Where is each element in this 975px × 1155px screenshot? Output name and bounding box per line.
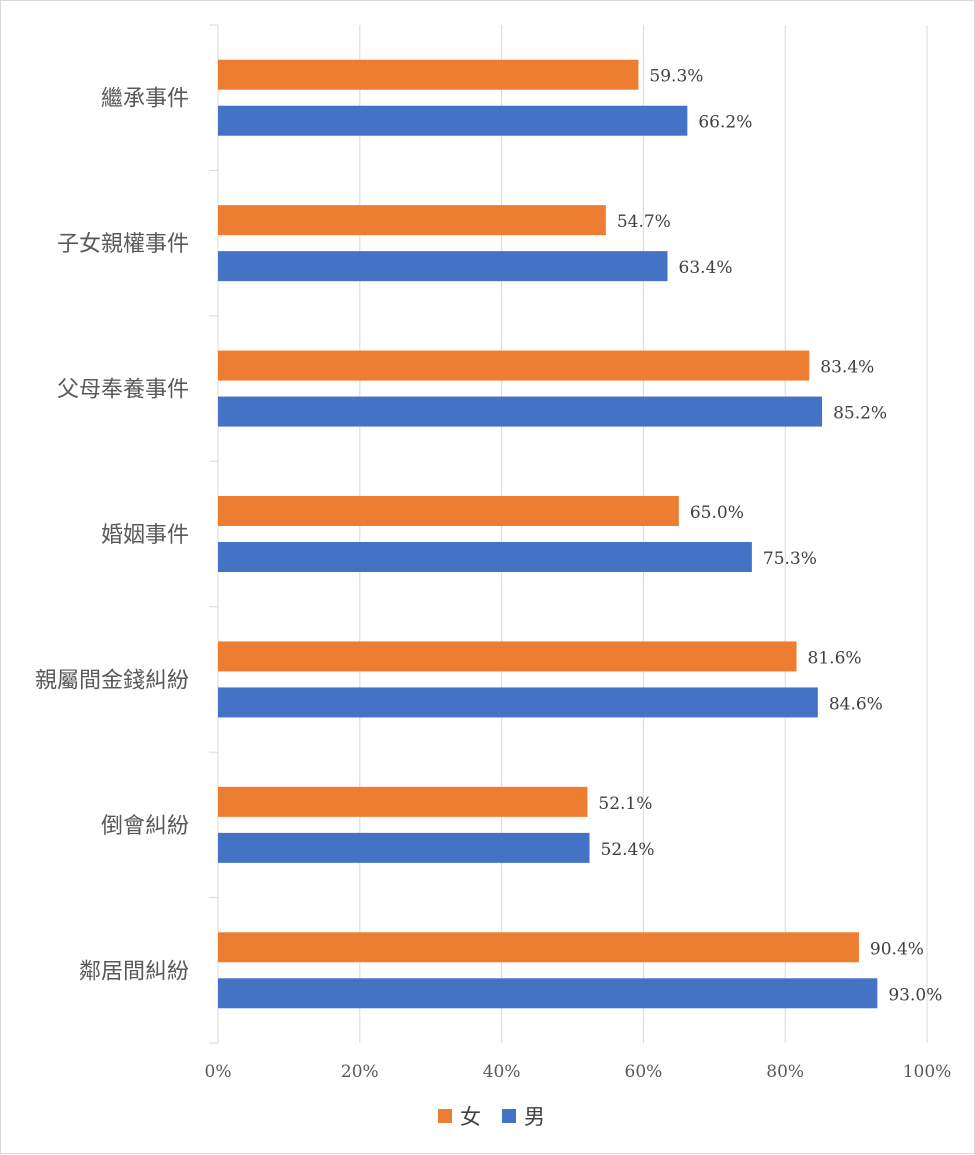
x-tick-label: 80% [766, 1062, 804, 1082]
category-label: 子女親權事件 [57, 232, 189, 257]
data-label: 54.7% [617, 212, 671, 232]
data-label: 66.2% [698, 113, 752, 133]
data-label: 83.4% [820, 358, 874, 378]
bar-female [218, 932, 859, 963]
legend-label: 女 [460, 1105, 481, 1129]
bar-male [218, 251, 668, 282]
legend: 女男 [438, 1105, 545, 1129]
category-label: 繼承事件 [101, 87, 189, 112]
data-label: 52.4% [601, 840, 655, 860]
bar-male [218, 105, 688, 136]
x-tick-label: 0% [205, 1062, 232, 1082]
legend-swatch [502, 1109, 516, 1123]
category-label: 父母奉養事件 [57, 378, 189, 403]
legend-label: 男 [524, 1105, 545, 1129]
category-label: 親屬間金錢糾紛 [35, 668, 189, 693]
data-label: 59.3% [649, 67, 703, 87]
gridlines [359, 25, 928, 1043]
category-label: 鄰居間糾紛 [79, 959, 189, 984]
data-label: 84.6% [829, 694, 883, 714]
bar-female [218, 59, 639, 90]
category-label: 婚姻事件 [101, 523, 189, 548]
bar-female [218, 786, 588, 817]
bar-male [218, 978, 878, 1009]
data-labels: 59.3% 66.2% 54.7% 63.4% 83.4% 85.2% 65.0% 75.3%… [598, 67, 942, 1006]
bar-female [218, 205, 606, 236]
data-label: 81.6% [808, 648, 862, 668]
data-label: 93.0% [888, 985, 942, 1005]
data-label: 75.3% [763, 549, 817, 569]
bar-female [218, 496, 679, 526]
category-label: 倒會糾紛 [101, 814, 189, 839]
bar-male [218, 542, 752, 572]
data-label: 90.4% [870, 939, 924, 959]
x-tick-label: 60% [625, 1062, 663, 1082]
bar-male [218, 396, 823, 427]
x-tick-label: 100% [903, 1062, 952, 1082]
bar-male [218, 687, 818, 718]
x-tick-label: 20% [341, 1062, 379, 1082]
legend-swatch [438, 1109, 452, 1123]
x-tick-label: 40% [483, 1062, 521, 1082]
data-label: 52.1% [598, 794, 652, 814]
bars [218, 59, 878, 1009]
bar-female [218, 350, 810, 381]
data-label: 85.2% [833, 404, 887, 424]
bar-female [218, 641, 797, 672]
x-axis-ticks: 0% 20% 40% 60% 80% 100% [205, 1062, 952, 1082]
bar-male [218, 832, 590, 863]
data-label: 65.0% [690, 503, 744, 523]
data-label: 63.4% [679, 258, 733, 278]
